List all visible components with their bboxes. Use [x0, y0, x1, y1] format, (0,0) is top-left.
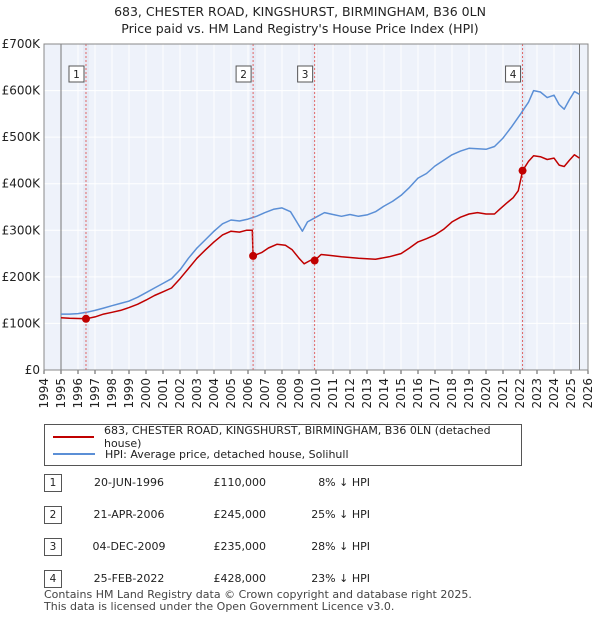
- sale-hpi-diff: 23% ↓ HPI: [311, 572, 370, 585]
- sale-point: [310, 256, 319, 265]
- sale-row: 3 04-DEC-2009 £235,000 28% ↓ HPI: [44, 538, 584, 556]
- y-tick-label: £700K: [2, 37, 42, 51]
- y-tick-label: £100K: [2, 316, 42, 330]
- x-tick-label: 2007: [258, 378, 272, 409]
- sale-hpi-diff: 25% ↓ HPI: [311, 508, 370, 521]
- x-tick-label: 2021: [496, 378, 510, 409]
- x-tick-label: 2002: [173, 378, 187, 409]
- x-tick-label: 2019: [462, 378, 476, 409]
- x-tick-label: 2015: [394, 378, 408, 409]
- x-tick-label: 2017: [428, 378, 442, 409]
- sale-label-number: 2: [240, 69, 247, 81]
- y-tick-label: £600K: [2, 84, 42, 98]
- sale-label-box: [505, 65, 522, 83]
- sale-price: £245,000: [213, 508, 267, 521]
- x-tick-label: 2022: [513, 378, 527, 409]
- sale-price: £235,000: [213, 540, 267, 553]
- sale-markers: 1 2 3 4: [68, 44, 527, 370]
- axes: £0 £100K £200K £300K £400K £500K £600K £700K 199…: [2, 37, 595, 409]
- sale-date: 21-APR-2006: [93, 508, 165, 521]
- x-tick-label: 1997: [88, 378, 102, 409]
- sale-label-number: 4: [510, 69, 517, 81]
- x-tick-label: 2020: [479, 378, 493, 409]
- legend-hpi-swatch: [53, 453, 95, 455]
- y-tick-label: £0: [25, 363, 40, 377]
- sale-band: [519, 44, 526, 370]
- sale-label-box: [297, 65, 314, 83]
- x-tick-label: 2009: [292, 378, 306, 409]
- sale-label-number: 3: [302, 69, 309, 81]
- x-tick-label: 1994: [37, 378, 51, 409]
- y-tick-label: £500K: [2, 130, 42, 144]
- x-tick-label: 2013: [360, 378, 374, 409]
- y-tick-label: £200K: [2, 270, 42, 284]
- y-tick-label: £300K: [2, 223, 42, 237]
- x-tick-label: 2000: [139, 378, 153, 409]
- x-tick-label: 2001: [156, 378, 170, 409]
- legend-price-swatch: [53, 436, 94, 438]
- hpi-line: [61, 89, 580, 315]
- price-chart: 1 2 3 4 £0 £100K £200K £300K £400K £500K £600K £70…: [2, 37, 595, 409]
- sale-date: 25-FEB-2022: [93, 572, 165, 585]
- sale-price: £110,000: [213, 476, 267, 489]
- x-tick-label: 1995: [54, 378, 68, 409]
- x-tick-label: 2012: [343, 378, 357, 409]
- sale-band: [250, 44, 257, 370]
- legend-item-hpi: HPI: Average price, detached house, Soli…: [53, 446, 349, 462]
- x-tick-label: 2006: [241, 378, 255, 409]
- y-tick-label: £400K: [2, 177, 42, 191]
- sale-band: [311, 44, 318, 370]
- sale-row: 1 20-JUN-1996 £110,000 8% ↓ HPI: [44, 474, 584, 492]
- x-tick-label: 1999: [122, 378, 136, 409]
- sale-number-badge: 3: [44, 538, 62, 556]
- x-tick-label: 2024: [547, 378, 561, 409]
- legend-hpi-label: HPI: Average price, detached house, Soli…: [105, 447, 349, 461]
- sale-row: 2 21-APR-2006 £245,000 25% ↓ HPI: [44, 506, 584, 524]
- sale-label-number: 1: [73, 69, 80, 81]
- sale-date: 20-JUN-1996: [93, 476, 165, 489]
- footer-copyright: Contains HM Land Registry data © Crown c…: [44, 588, 472, 601]
- sale-date: 04-DEC-2009: [92, 540, 166, 553]
- sale-point: [81, 314, 90, 323]
- legend-item-price: 683, CHESTER ROAD, KINGSHURST, BIRMINGHA…: [53, 424, 521, 450]
- plot-border: [43, 43, 589, 371]
- x-tick-label: 2023: [530, 378, 544, 409]
- x-tick-label: 2018: [445, 378, 459, 409]
- sale-number-badge: 4: [44, 570, 62, 588]
- x-tick-label: 2004: [207, 378, 221, 409]
- sale-label-box: [68, 65, 85, 83]
- sale-row: 4 25-FEB-2022 £428,000 23% ↓ HPI: [44, 570, 584, 588]
- x-tick-label: 2003: [190, 378, 204, 409]
- x-tick-label: 2016: [411, 378, 425, 409]
- x-tick-label: 2026: [581, 378, 595, 409]
- chart-subtitle: Price paid vs. HM Land Registry's House …: [121, 21, 479, 36]
- footer-licence: This data is licensed under the Open Gov…: [44, 600, 395, 613]
- sale-label-box: [235, 65, 252, 83]
- sale-hpi-diff: 8% ↓ HPI: [318, 476, 370, 489]
- sale-number-badge: 1: [44, 474, 62, 492]
- legend: 683, CHESTER ROAD, KINGSHURST, BIRMINGHA…: [44, 424, 522, 466]
- x-tick-label: 2010: [309, 378, 323, 409]
- x-tick-label: 1996: [71, 378, 85, 409]
- x-tick-label: 2008: [275, 378, 289, 409]
- x-tick-label: 2011: [326, 378, 340, 409]
- chart-title: 683, CHESTER ROAD, KINGSHURST, BIRMINGHA…: [114, 4, 486, 19]
- x-tick-label: 1998: [105, 378, 119, 409]
- legend-price-label: 683, CHESTER ROAD, KINGSHURST, BIRMINGHA…: [103, 424, 491, 450]
- x-tick-label: 2025: [564, 378, 578, 409]
- sale-price: £428,000: [213, 572, 267, 585]
- sale-point: [518, 166, 527, 175]
- sale-point: [249, 251, 258, 260]
- sale-number-badge: 2: [44, 506, 62, 524]
- x-tick-label: 2014: [377, 378, 391, 409]
- sale-hpi-diff: 28% ↓ HPI: [311, 540, 370, 553]
- sale-band: [82, 44, 89, 370]
- x-tick-label: 2005: [224, 378, 238, 409]
